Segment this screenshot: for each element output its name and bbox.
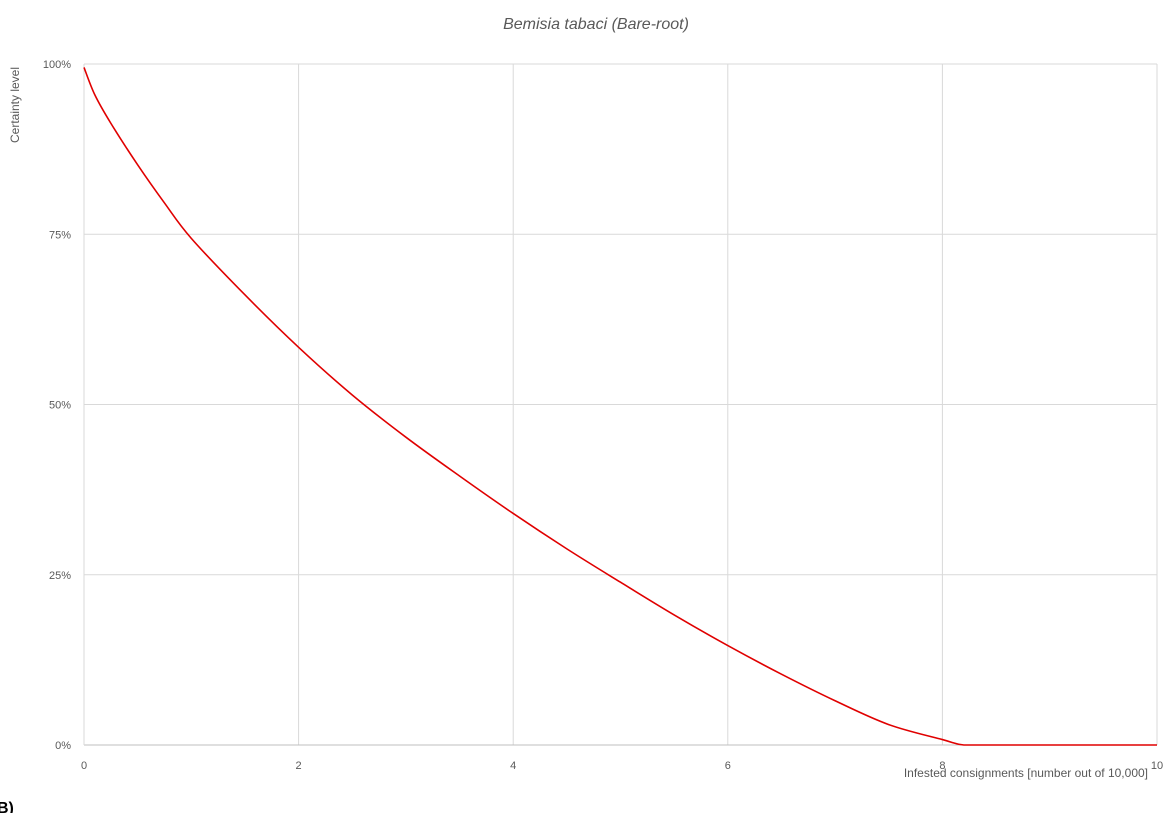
y-axis-label: Certainty level	[8, 67, 22, 143]
y-tick-label: 0%	[55, 740, 71, 752]
y-tick-label: 75%	[49, 229, 71, 241]
x-axis-label: Infested consignments [number out of 10,…	[904, 766, 1148, 780]
x-tick-label: 2	[296, 760, 302, 772]
gridlines	[84, 63, 1158, 745]
x-tick-label: 10	[1151, 760, 1163, 772]
x-tick-label: 4	[510, 760, 516, 772]
x-tick-label: 6	[725, 760, 731, 772]
x-tick-label: 0	[81, 760, 87, 772]
y-tick-label: 50%	[49, 400, 71, 412]
x-tick-label: 8	[939, 760, 945, 772]
tick-labels: 0% 25% 50% 75% 100% 0 2 4 6 8 10	[43, 59, 1163, 772]
panel-label: B)	[0, 800, 14, 813]
series-line	[83, 67, 1157, 746]
y-tick-label: 100%	[43, 59, 71, 71]
series-layer	[83, 67, 1157, 746]
y-tick-label: 25%	[49, 570, 71, 582]
chart-title: Bemisia tabaci (Bare-root)	[503, 16, 689, 33]
